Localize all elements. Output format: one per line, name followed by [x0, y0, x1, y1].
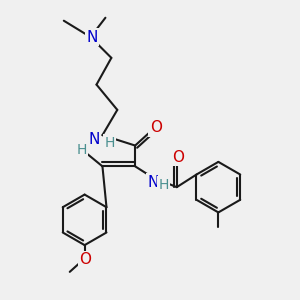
Text: H: H [158, 178, 169, 192]
Text: N: N [88, 132, 100, 147]
Text: N: N [147, 175, 159, 190]
Text: O: O [150, 120, 162, 135]
Text: H: H [76, 143, 87, 157]
Text: O: O [79, 253, 91, 268]
Text: H: H [105, 136, 115, 150]
Text: O: O [172, 150, 184, 165]
Text: N: N [86, 30, 98, 45]
